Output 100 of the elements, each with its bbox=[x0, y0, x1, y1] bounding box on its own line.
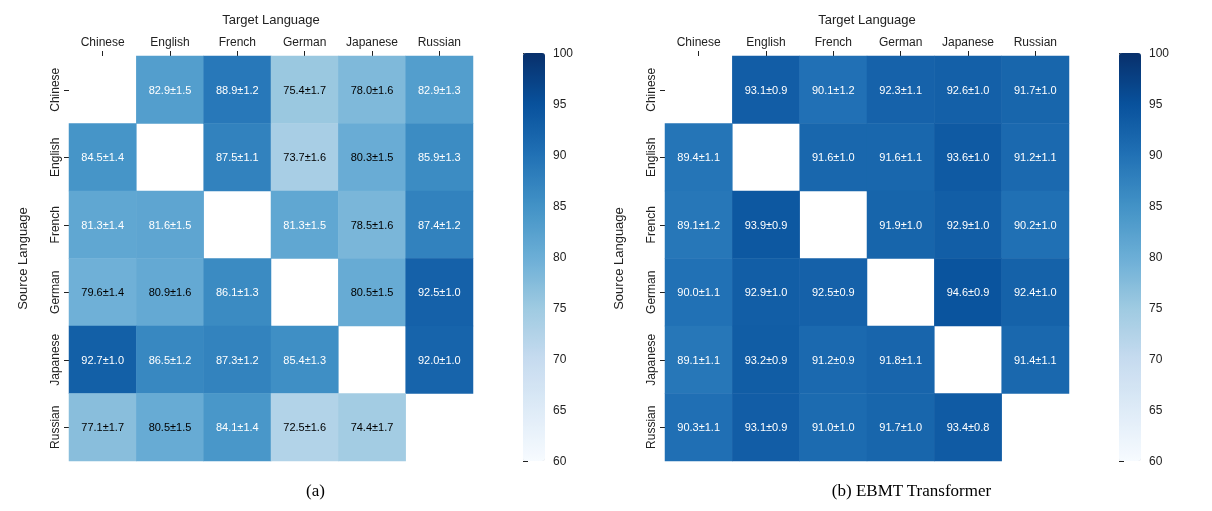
data-label: 86.1±1.3 bbox=[215, 286, 259, 299]
data-label: 92.3±1.1 bbox=[879, 83, 923, 96]
data-label: 92.9±1.0 bbox=[744, 286, 788, 299]
data-label: 93.1±0.9 bbox=[744, 421, 788, 434]
data-label: 92.5±1.0 bbox=[417, 286, 461, 299]
color-bar-label: 65 bbox=[553, 403, 567, 417]
data-label: 82.9±1.5 bbox=[148, 83, 192, 96]
y-tick-label: Chinese bbox=[48, 67, 62, 112]
x-tick-label: French bbox=[218, 35, 257, 49]
data-label: 92.6±1.0 bbox=[946, 83, 990, 96]
color-bar-label: 65 bbox=[1149, 403, 1163, 417]
data-label: 91.7±1.0 bbox=[879, 421, 923, 434]
data-label: 74.4±1.7 bbox=[350, 421, 394, 434]
data-label: 81.3±1.4 bbox=[81, 218, 125, 231]
color-bar-label: 95 bbox=[1149, 97, 1163, 111]
y-tick-label: Chinese bbox=[644, 67, 658, 112]
x-tick-label: Chinese bbox=[676, 35, 721, 49]
data-label: 72.5±1.6 bbox=[283, 421, 327, 434]
data-label: 80.5±1.5 bbox=[148, 421, 192, 434]
color-bar-label: 60 bbox=[553, 454, 567, 468]
data-label: 91.7±1.0 bbox=[1013, 83, 1057, 96]
data-label: 79.6±1.4 bbox=[81, 286, 125, 299]
data-label: 93.9±0.9 bbox=[744, 218, 788, 231]
data-label: 87.4±1.2 bbox=[417, 218, 461, 231]
data-label: 84.1±1.4 bbox=[215, 421, 259, 434]
data-label: 92.5±0.9 bbox=[811, 286, 855, 299]
data-label: 91.4±1.1 bbox=[1013, 353, 1057, 366]
data-label: 84.5±1.4 bbox=[81, 151, 125, 164]
x-tick-label: Russian bbox=[1013, 35, 1058, 49]
text: (b) EBMT Transformer bbox=[831, 481, 992, 500]
y-tick-label: French bbox=[644, 206, 658, 244]
data-label: 91.9±1.0 bbox=[879, 218, 923, 231]
data-label: 92.7±1.0 bbox=[81, 353, 125, 366]
x-tick-label: German bbox=[878, 35, 923, 49]
y-axis-title: Source Language bbox=[611, 207, 626, 310]
data-label: 81.3±1.5 bbox=[283, 218, 327, 231]
y-tick-label: Russian bbox=[644, 405, 658, 449]
data-label: 91.2±1.1 bbox=[1013, 151, 1057, 164]
data-label: 77.1±1.7 bbox=[81, 421, 125, 434]
data-label: 91.6±1.1 bbox=[879, 151, 923, 164]
data-label: 92.4±1.0 bbox=[1013, 286, 1057, 299]
data-label: 80.3±1.5 bbox=[350, 151, 394, 164]
color-bar-label: 100 bbox=[553, 46, 574, 60]
color-bar-label: 75 bbox=[1149, 301, 1163, 315]
color-bar-label: 70 bbox=[553, 352, 567, 366]
x-tick-label: German bbox=[282, 35, 327, 49]
x-tick-label: Japanese bbox=[941, 35, 995, 49]
data-label: 88.9±1.2 bbox=[215, 83, 259, 96]
y-tick-label: Japanese bbox=[48, 333, 62, 386]
color-bar-label: 80 bbox=[553, 250, 567, 264]
color-bar-label: 85 bbox=[553, 199, 567, 213]
y-tick-label: English bbox=[48, 137, 62, 177]
data-label: 81.6±1.5 bbox=[148, 218, 192, 231]
data-label: 90.0±1.1 bbox=[677, 286, 721, 299]
x-tick-label: Japanese bbox=[345, 35, 399, 49]
data-label: 89.1±1.2 bbox=[677, 218, 721, 231]
data-label: 90.2±1.0 bbox=[1013, 218, 1057, 231]
data-label: 90.1±1.2 bbox=[811, 83, 855, 96]
data-label: 92.0±1.0 bbox=[417, 353, 461, 366]
data-label: 89.4±1.1 bbox=[677, 151, 721, 164]
y-tick-label: German bbox=[48, 270, 62, 314]
data-label: 87.3±1.2 bbox=[215, 353, 259, 366]
data-label: 94.6±0.9 bbox=[946, 286, 990, 299]
data-label: 80.5±1.5 bbox=[350, 286, 394, 299]
data-label: 91.6±1.0 bbox=[811, 151, 855, 164]
x-tick-label: French bbox=[814, 35, 853, 49]
data-label: 89.1±1.1 bbox=[677, 353, 721, 366]
color-bar-label: 100 bbox=[1149, 46, 1170, 60]
color-bar-label: 80 bbox=[1149, 250, 1163, 264]
data-label: 78.0±1.6 bbox=[350, 83, 394, 96]
y-axis-title: Source Language bbox=[15, 207, 30, 310]
data-label: 85.9±1.3 bbox=[417, 151, 461, 164]
data-label: 93.6±1.0 bbox=[946, 151, 990, 164]
data-label: 90.3±1.1 bbox=[677, 421, 721, 434]
data-label: 91.2±0.9 bbox=[811, 353, 855, 366]
x-tick-label: English bbox=[746, 35, 786, 49]
data-label: 93.1±0.9 bbox=[744, 83, 788, 96]
data-label: 93.4±0.8 bbox=[946, 421, 990, 434]
y-tick-label: English bbox=[644, 137, 658, 177]
data-label: 93.2±0.9 bbox=[744, 353, 788, 366]
text: (a) bbox=[306, 481, 325, 500]
data-label: 78.5±1.6 bbox=[350, 218, 394, 231]
data-label: 92.9±1.0 bbox=[946, 218, 990, 231]
data-label: 80.9±1.6 bbox=[148, 286, 192, 299]
color-bar-label: 85 bbox=[1149, 199, 1163, 213]
x-axis-title: Target Language bbox=[222, 12, 320, 27]
color-bar-label: 75 bbox=[553, 301, 567, 315]
data-label: 82.9±1.3 bbox=[417, 83, 461, 96]
data-label: 91.0±1.0 bbox=[811, 421, 855, 434]
color-bar-label: 70 bbox=[1149, 352, 1163, 366]
color-bar-label: 90 bbox=[553, 148, 567, 162]
color-bar-label: 90 bbox=[1149, 148, 1163, 162]
data-label: 75.4±1.7 bbox=[283, 83, 327, 96]
x-axis-title: Target Language bbox=[818, 12, 916, 27]
x-tick-label: Russian bbox=[417, 35, 462, 49]
data-label: 87.5±1.1 bbox=[215, 151, 259, 164]
data-label: 73.7±1.6 bbox=[283, 151, 327, 164]
x-tick-label: English bbox=[150, 35, 190, 49]
y-tick-label: German bbox=[644, 270, 658, 314]
x-tick-label: Chinese bbox=[80, 35, 125, 49]
